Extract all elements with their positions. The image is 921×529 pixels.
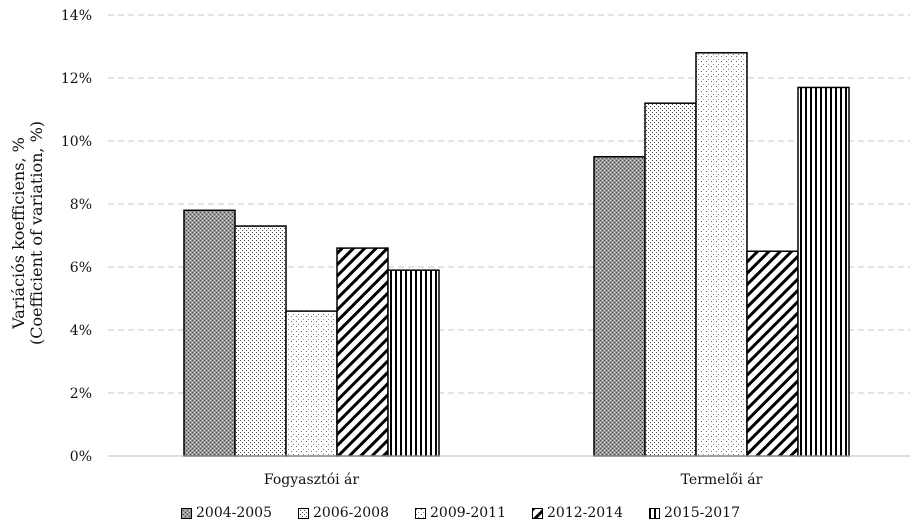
legend-label: 2009-2011 bbox=[430, 505, 506, 521]
legend-item: 2004-2005 bbox=[181, 505, 272, 521]
bar-2009-2011-1 bbox=[695, 52, 748, 457]
legend-label: 2012-2014 bbox=[547, 505, 623, 521]
bar-2006-2008-0 bbox=[234, 225, 287, 457]
legend-swatch bbox=[415, 507, 426, 519]
legend-item: 2015-2017 bbox=[649, 505, 740, 521]
bar-2015-2017-1 bbox=[797, 86, 850, 457]
y-tick-label: 10% bbox=[61, 134, 92, 150]
bars bbox=[183, 52, 850, 457]
y-tick-label: 2% bbox=[70, 386, 92, 402]
category-label: Termelői ár bbox=[681, 472, 763, 488]
y-axis-title-line2: (Coefficient of variation, %) bbox=[27, 121, 46, 345]
legend-item: 2012-2014 bbox=[532, 505, 623, 521]
legend-label: 2004-2005 bbox=[196, 505, 272, 521]
bar-2015-2017-0 bbox=[387, 269, 440, 457]
legend-swatch bbox=[649, 507, 660, 519]
y-tick-label: 8% bbox=[70, 197, 92, 213]
category-label: Fogyasztói ár bbox=[264, 472, 359, 488]
y-tick-label: 14% bbox=[61, 8, 92, 24]
bar-2012-2014-1 bbox=[746, 250, 799, 457]
legend-swatch bbox=[532, 507, 543, 519]
bar-2012-2014-0 bbox=[336, 247, 389, 457]
y-tick-label: 4% bbox=[70, 323, 92, 339]
legend-label: 2015-2017 bbox=[664, 505, 740, 521]
legend-swatch bbox=[298, 507, 309, 519]
y-axis-title-line1: Variációs koefficiens, % bbox=[9, 137, 28, 330]
y-tick-label: 6% bbox=[70, 260, 92, 276]
bar-2006-2008-1 bbox=[644, 102, 697, 457]
bar-2009-2011-0 bbox=[285, 310, 338, 457]
legend-item: 2006-2008 bbox=[298, 505, 389, 521]
y-tick-label: 0% bbox=[70, 449, 92, 465]
legend-swatch bbox=[181, 507, 192, 519]
category-labels: Fogyasztói ár Termelői ár bbox=[264, 472, 763, 488]
legend-label: 2006-2008 bbox=[313, 505, 389, 521]
legend: 2004-2005 2006-2008 2009-2011 2012-2014 2015… bbox=[0, 505, 921, 521]
y-axis-ticks: 0% 2% 4% 6% 8% 10% 12% 14% bbox=[61, 8, 92, 465]
bar-2004-2005-0 bbox=[183, 209, 236, 457]
y-tick-label: 12% bbox=[61, 71, 92, 87]
bar-2004-2005-1 bbox=[593, 156, 646, 457]
legend-item: 2009-2011 bbox=[415, 505, 506, 521]
